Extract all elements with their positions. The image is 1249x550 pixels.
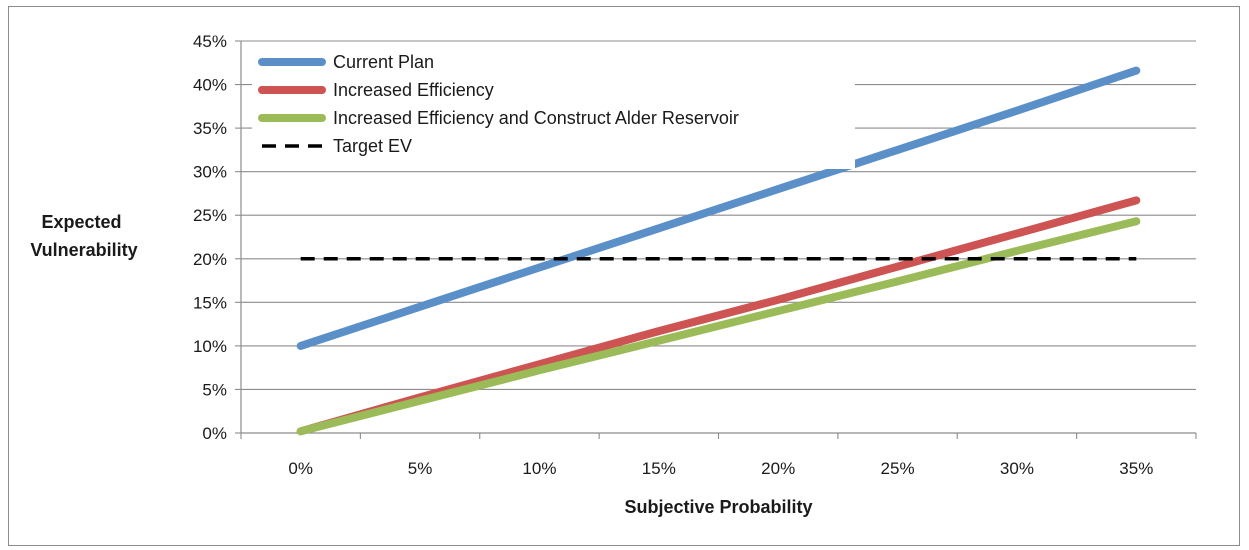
y-tick-label-7: 35% [193,119,227,138]
x-tick-label-2: 10% [522,459,556,478]
y-tick-labels: 0% 5% 10% 15% 20% 25% 30% 35% 40% 45% [193,32,227,443]
series-line-2 [296,217,1141,436]
x-tick-label-5: 25% [881,459,915,478]
axes [235,40,1197,439]
legend-label-0: Current Plan [333,52,434,72]
legend-label-2: Increased Efficiency and Construct Alder… [333,108,739,128]
x-tick-label-7: 35% [1119,459,1153,478]
legend-label-3: Target EV [333,136,412,156]
x-tick-labels: 0% 5% 10% 15% 20% 25% 30% 35% [288,459,1153,478]
x-tick-label-6: 30% [1000,459,1034,478]
x-axis-title: Subjective Probability [624,497,812,517]
x-tick-label-4: 20% [761,459,795,478]
y-tick-label-6: 30% [193,163,227,182]
gridlines [241,40,1196,390]
x-tick-label-0: 0% [288,459,313,478]
series-lines [296,66,1141,436]
y-axis-title-line-2: Vulnerability [30,240,137,260]
y-tick-label-0: 0% [202,424,227,443]
legend: Current Plan Increased Efficiency Increase… [252,47,855,169]
y-tick-label-4: 20% [193,250,227,269]
series-line-0 [296,66,1141,350]
y-tick-label-5: 25% [193,206,227,225]
y-axis-title-line-1: Expected [41,212,121,232]
x-tick-label-1: 5% [408,459,433,478]
legend-label-1: Increased Efficiency [333,80,494,100]
legend-background [252,47,855,169]
y-tick-label-2: 10% [193,337,227,356]
y-axis-title: Expected Vulnerability [30,212,137,260]
y-tick-label-1: 5% [202,380,227,399]
x-tick-label-3: 15% [642,459,676,478]
y-tick-label-9: 45% [193,32,227,51]
y-tick-label-3: 15% [193,293,227,312]
y-tick-label-8: 40% [193,76,227,95]
